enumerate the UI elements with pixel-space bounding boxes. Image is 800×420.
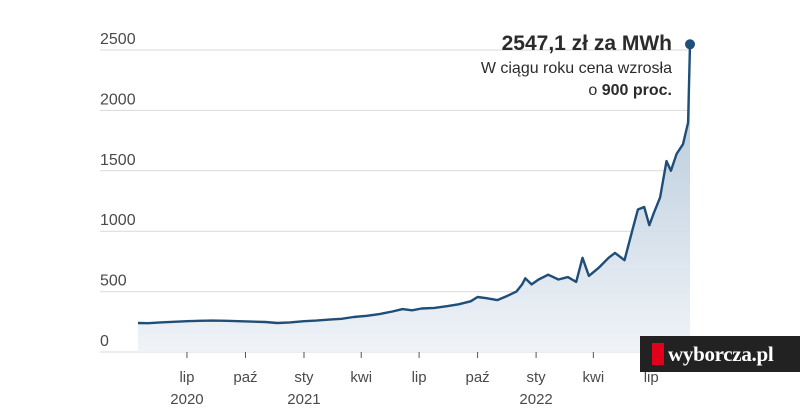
y-tick-label: 1000 [100, 212, 136, 229]
x-year-label: 2022 [519, 391, 552, 408]
x-axis-ticks: lip 2020 paź sty 2021 kwi lip paź sty 2022 kwi lip [170, 352, 659, 408]
y-tick-label: 2000 [100, 91, 136, 108]
y-axis-ticks: 0 500 1000 1500 2000 2500 [100, 31, 136, 350]
x-tick-label: lip [412, 369, 427, 386]
annotation-line-2: o 900 proc. [588, 82, 672, 99]
logo-red-mark [652, 343, 664, 365]
x-tick-label: paź [466, 369, 490, 386]
x-tick-label: kwi [350, 369, 372, 386]
annotation-line-2-prefix: o [588, 82, 601, 99]
x-tick-label: kwi [583, 369, 605, 386]
x-tick-label: sty [294, 369, 314, 386]
price-annotation: 2547,1 zł za MWh W ciągu roku cena wzros… [481, 32, 672, 99]
latest-price-marker [685, 39, 695, 50]
x-year-label: 2021 [287, 391, 320, 408]
y-tick-label: 2500 [100, 31, 136, 48]
logo-text: wyborcza.pl [668, 341, 774, 366]
x-tick-label: sty [527, 369, 547, 386]
x-tick-label: paź [233, 369, 257, 386]
x-year-label: 2020 [170, 391, 203, 408]
y-tick-label: 1500 [100, 152, 136, 169]
annotation-line-2-bold: 900 proc. [602, 82, 672, 99]
y-tick-label: 0 [100, 333, 109, 350]
annotation-line-1: W ciągu roku cena wzrosła [481, 60, 672, 77]
x-tick-label: lip [644, 369, 659, 386]
annotation-title: 2547,1 zł za MWh [502, 32, 672, 55]
x-tick-label: lip [179, 369, 194, 386]
y-tick-label: 500 [100, 273, 127, 290]
price-line [137, 44, 692, 325]
wyborcza-logo[interactable]: wyborcza.pl [640, 336, 800, 372]
